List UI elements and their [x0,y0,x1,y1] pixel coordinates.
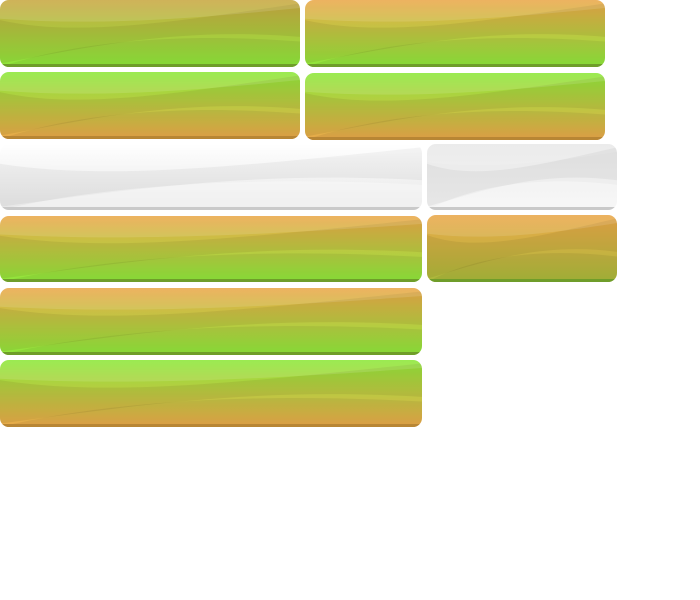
glossy-button-light-gray[interactable] [427,144,617,210]
button-bottom-edge [427,279,617,282]
button-bottom-edge [0,352,422,355]
glossy-button-orange-olive[interactable] [427,215,617,282]
glossy-button-orange-green-wide-1[interactable] [0,216,422,282]
glossy-button-orange-green-wide-2[interactable] [0,288,422,355]
button-gloss-skin [0,0,300,67]
glossy-button-green-orange-wide[interactable] [0,360,422,427]
button-gloss-skin [305,73,605,140]
button-gloss-skin [0,288,422,355]
button-gloss-skin [0,72,300,139]
glossy-button-green-orange-1[interactable] [0,72,300,139]
button-bottom-edge [0,279,422,282]
glossy-button-orange-green-1[interactable] [305,0,605,67]
button-gloss-skin [0,216,422,282]
button-bottom-edge [427,207,617,210]
button-bottom-edge [305,64,605,67]
button-gloss-skin [0,360,422,427]
button-gloss-skin [0,144,422,210]
button-gloss-skin [305,0,605,67]
button-gloss-skin [427,144,617,210]
button-bottom-edge [305,137,605,140]
glossy-button-olive-green-1[interactable] [0,0,300,67]
button-bottom-edge [0,207,422,210]
glossy-button-white-wide[interactable] [0,144,422,210]
button-bottom-edge [0,64,300,67]
button-gloss-skin [427,215,617,282]
glossy-button-green-orange-2[interactable] [305,73,605,140]
button-bottom-edge [0,136,300,139]
button-bottom-edge [0,424,422,427]
